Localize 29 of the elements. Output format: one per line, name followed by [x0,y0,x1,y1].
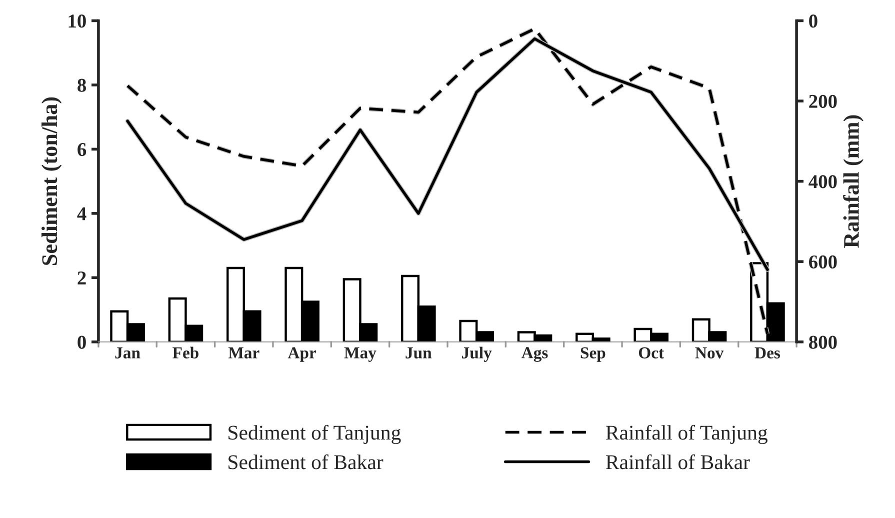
y-tick-label: 0 [78,336,86,349]
y-tick-label: 8 [78,78,86,92]
legend-label: Sediment of Bakar [228,454,384,470]
legend-label: Rainfall of Bakar [606,454,750,470]
y-tick-label: 6 [78,143,86,156]
x-tick-label: Des [754,347,780,358]
x-tick-label: Sep [580,347,606,362]
y2-axis-title: Rainfall (mm) [843,115,864,248]
y2-tick-label: 600 [809,255,837,269]
y2-tick-label: 0 [809,14,818,28]
x-tick-label: Oct [638,347,664,358]
y2-tick-label: 800 [809,336,837,349]
y-tick-label: 2 [78,272,86,284]
x-tick-label: Nov [695,347,724,358]
x-tick-label: July [462,346,492,362]
x-tick-label: Apr [288,347,316,362]
x-tick-label: Jun [406,347,432,359]
y-tick-label: 10 [68,14,86,28]
x-tick-label: Ags [522,347,548,362]
x-tick-label: Feb [172,346,198,358]
x-tick-label: Mar [228,347,260,358]
x-tick-label: May [344,347,376,362]
y-tick-label: 4 [77,207,86,220]
y-axis-title: Sediment (ton/ha) [41,97,62,265]
legend-label: Rainfall of Tanjung [606,424,768,444]
legend-label: Sediment of Tanjung [228,424,401,444]
y2-tick-label: 400 [808,175,837,188]
y2-tick-label: 200 [809,94,837,108]
x-tick-label: Jan [115,347,140,358]
